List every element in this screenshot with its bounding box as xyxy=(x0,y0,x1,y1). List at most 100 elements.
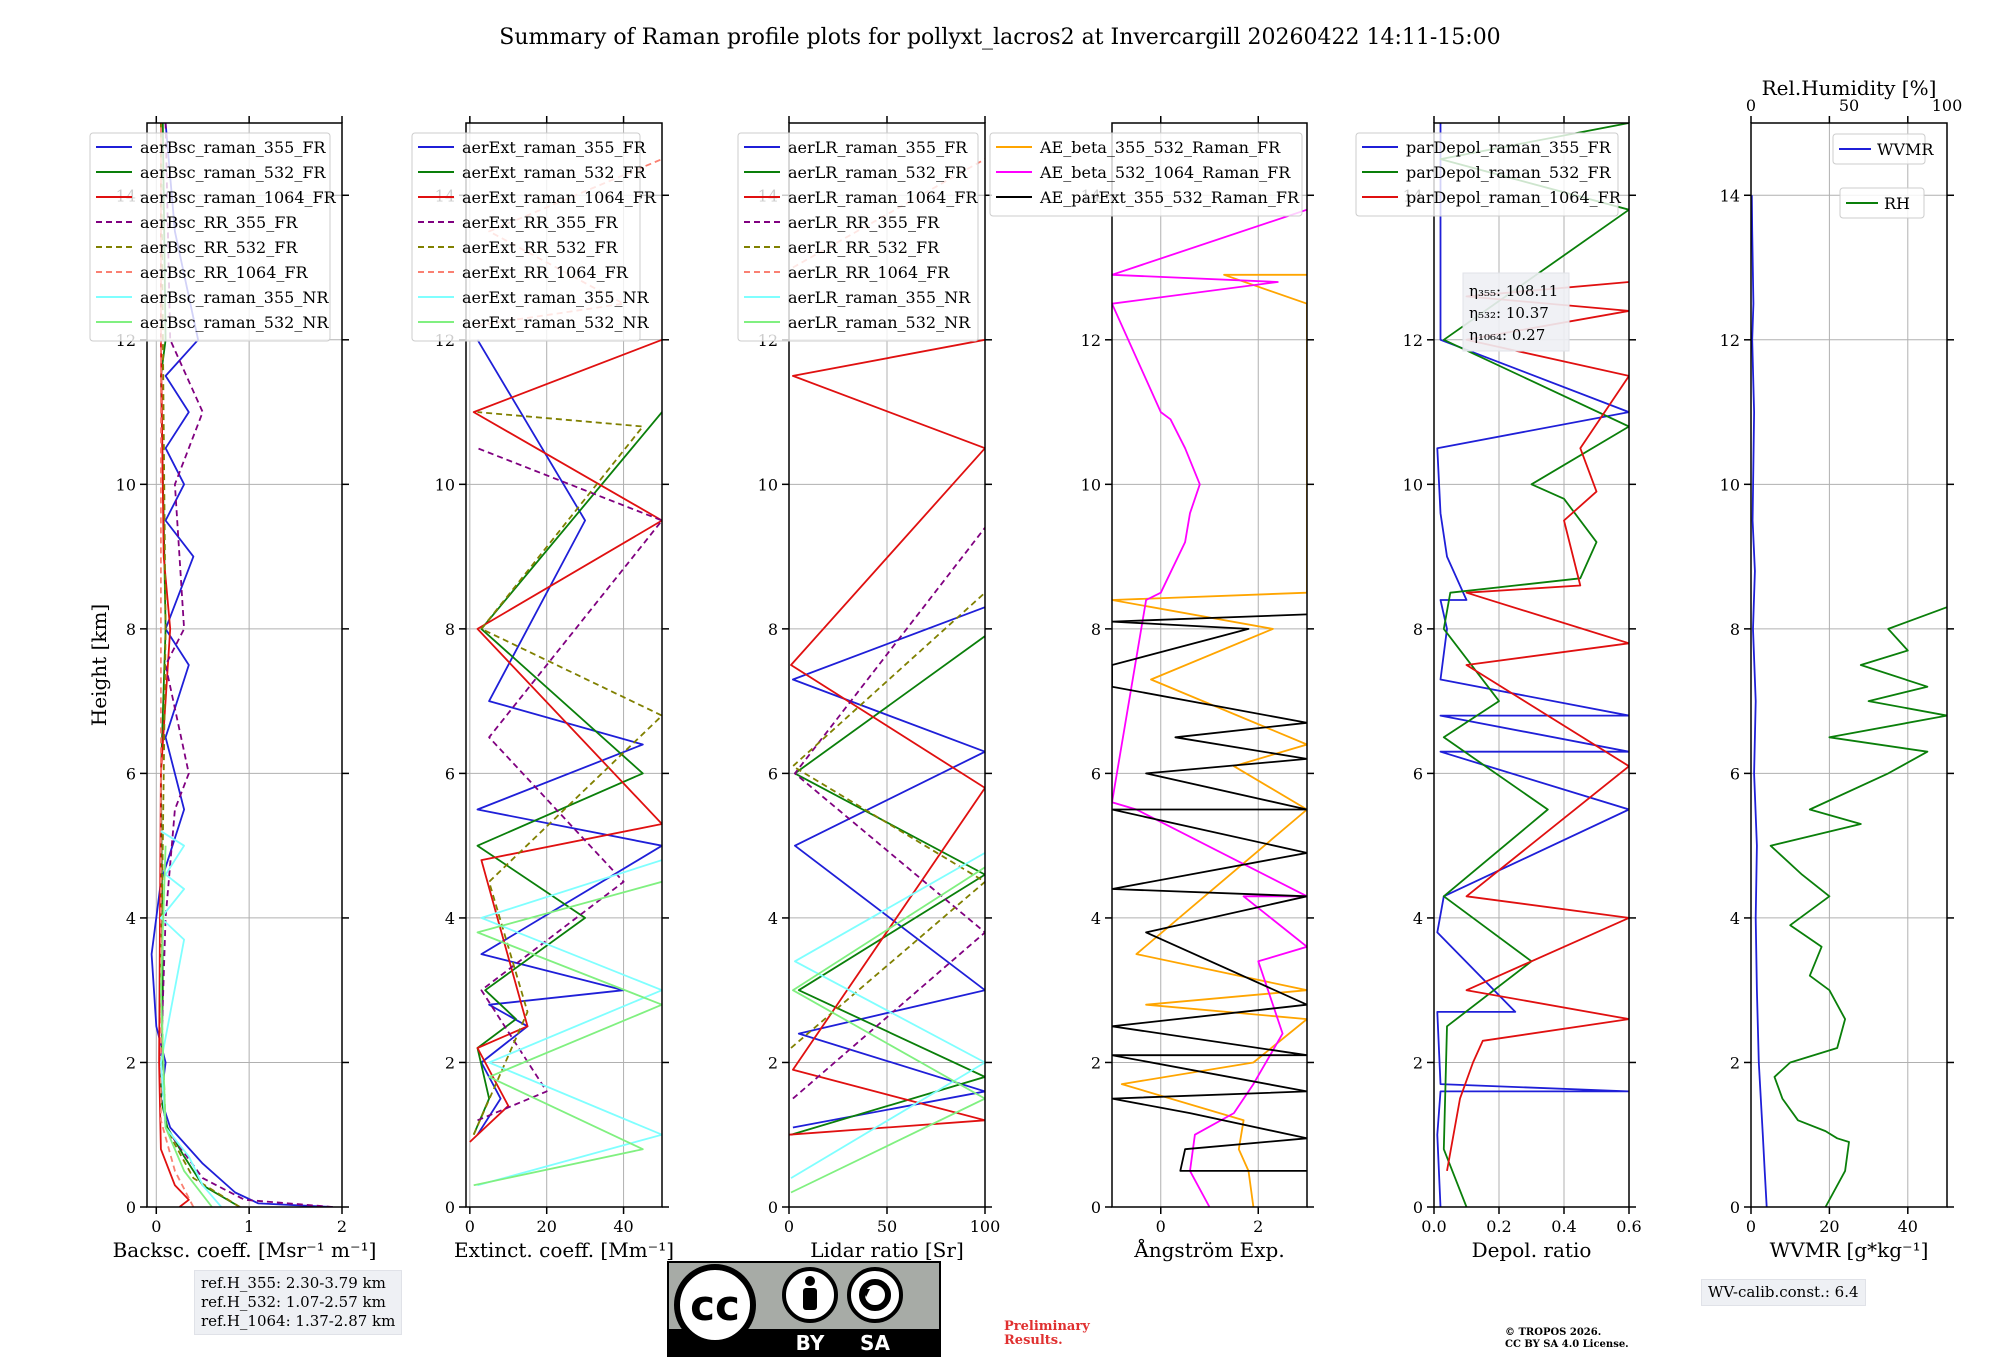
legend-backscatter: aerBsc_raman_355_FR aerBsc_raman_532_FRae… xyxy=(89,132,337,342)
y-tick-label: 6 xyxy=(445,764,455,783)
y-tick-label: 8 xyxy=(1091,620,1101,639)
x-tick-label: 2 xyxy=(1253,1217,1263,1236)
series-aerExt_raman_1064_FR xyxy=(469,338,662,1143)
y-tick-label: 8 xyxy=(445,620,455,639)
x-tick-label: 0.4 xyxy=(1551,1217,1576,1236)
legend-label: WVMR xyxy=(1877,140,1934,159)
legend-label: aerBsc_RR_1064_FR xyxy=(140,263,309,282)
x-tick-label: 40 xyxy=(1898,1217,1918,1236)
y-tick-label: 8 xyxy=(768,620,778,639)
legend-label: aerBsc_raman_355_NR xyxy=(140,288,329,307)
legend-label: AE_beta_532_1064_Raman_FR xyxy=(1039,163,1291,182)
panel-depol: 0.00.20.40.602468101214Depol. ratioparDe… xyxy=(1355,116,1642,1262)
panel-extinction: 0204002468101214Extinct. coeff. [Mm⁻¹]ae… xyxy=(411,116,674,1262)
series-aerLR_RR_532_FR xyxy=(790,592,985,1049)
legend-label: aerExt_RR_532_FR xyxy=(462,238,619,257)
figure-title: Summary of Raman profile plots for polly… xyxy=(499,25,1500,50)
y-tick-label: 8 xyxy=(126,620,136,639)
eta-value: η₅₃₂: 10.37 xyxy=(1469,304,1549,322)
legend-label: aerBsc_raman_532_FR xyxy=(140,163,326,182)
y-tick-label: 0 xyxy=(126,1198,136,1217)
axes-frame xyxy=(1111,122,1308,1208)
x-tick-label: 2 xyxy=(337,1217,347,1236)
cc-icon: cc xyxy=(690,1281,740,1330)
copyright-line-2: CC BY SA 4.0 License. xyxy=(1505,1339,1629,1350)
legend-label: aerExt_raman_532_NR xyxy=(462,313,650,332)
series-aerLR_raman_532_FR xyxy=(790,635,985,1136)
y-tick-label: 4 xyxy=(768,909,778,928)
preliminary-line-1: Preliminary xyxy=(1004,1319,1090,1334)
y-tick-label: 6 xyxy=(768,764,778,783)
axes-frame xyxy=(1750,122,1948,1208)
legend-label: aerBsc_RR_355_FR xyxy=(140,213,298,232)
top-x-tick-label: 100 xyxy=(1932,96,1963,115)
series-AE_beta_355_532_Raman_FR xyxy=(1112,273,1307,1207)
y-tick-label: 0 xyxy=(1413,1198,1423,1217)
panel-backscatter: 01202468101214Backsc. coeff. [Msr⁻¹ m⁻¹]… xyxy=(87,116,376,1262)
legend-label: aerLR_raman_355_FR xyxy=(788,138,968,157)
series-aerBsc_RR_1064_FR xyxy=(159,123,195,1207)
copyright-line-1: © TROPOS 2026. xyxy=(1505,1327,1602,1338)
legend-label: aerLR_raman_1064_FR xyxy=(788,188,978,207)
y-tick-label: 10 xyxy=(435,475,455,494)
legend-label: parDepol_raman_1064_FR xyxy=(1406,188,1622,207)
top-x-axis-label: Rel.Humidity [%] xyxy=(1762,76,1937,100)
panel-angstrom: 0202468101214Ångström Exp.AE_beta_355_53… xyxy=(989,116,1314,1262)
legend-label: AE_beta_355_532_Raman_FR xyxy=(1039,138,1281,157)
y-tick-label: 10 xyxy=(1081,475,1101,494)
legend-label: aerExt_raman_1064_FR xyxy=(462,188,657,207)
axes-frame xyxy=(146,122,343,1208)
legend-WVMR: WVMR xyxy=(1832,133,1934,165)
y-tick-label: 10 xyxy=(116,475,136,494)
series-parDepol_raman_532_FR xyxy=(1439,123,1629,1207)
license-sa-label: SA xyxy=(860,1331,890,1355)
legend-label: parDepol_raman_355_FR xyxy=(1406,138,1612,157)
series-aerBsc_raman_355_FR xyxy=(150,123,333,1207)
y-tick-label: 4 xyxy=(126,909,136,928)
x-tick-label: 50 xyxy=(877,1217,897,1236)
x-tick-label: 0 xyxy=(465,1217,475,1236)
y-tick-label: 10 xyxy=(1403,475,1423,494)
panel-wvmr: 0 20 40 0 2 4 6 8 10 12 14 WVMR [g*kg⁻¹] 0 50 100Rel.H… xyxy=(1720,76,1963,1262)
preliminary-note: Preliminary Results. xyxy=(1004,1320,1090,1348)
preliminary-line-2: Results. xyxy=(1004,1333,1063,1348)
series-aerLR_raman_355_NR xyxy=(790,852,985,1179)
series-aerBsc_raman_355_NR xyxy=(159,830,222,1207)
series-aerLR_raman_1064_FR xyxy=(789,338,985,1136)
legend-extinction: aerExt_raman_355_FR aerExt_raman_532_FRae… xyxy=(411,132,657,342)
y-tick-label: 6 xyxy=(1413,764,1423,783)
legend-label: parDepol_raman_532_FR xyxy=(1406,163,1612,182)
y-tick-label: 10 xyxy=(758,475,778,494)
top-x-tick-label: 0 xyxy=(1746,96,1756,115)
legend-label: aerExt_RR_355_FR xyxy=(462,213,619,232)
eta-value: η₃₅₅: 108.11 xyxy=(1469,282,1558,300)
x-axis-label: Lidar ratio [Sr] xyxy=(810,1238,964,1262)
legend-label: aerExt_raman_532_FR xyxy=(462,163,647,182)
legend-label: aerBsc_raman_532_NR xyxy=(140,313,329,332)
reference-height-box: ref.H_355: 2.30-3.79 km ref.H_532: 1.07-… xyxy=(194,1270,403,1335)
legend-label: aerBsc_RR_532_FR xyxy=(140,238,298,257)
legend-depol: parDepol_raman_355_FR parDepol_raman_532_… xyxy=(1355,132,1622,217)
y-tick-label: 2 xyxy=(126,1053,136,1072)
legend-label: aerExt_RR_1064_FR xyxy=(462,263,629,282)
refh-532: ref.H_532: 1.07-2.57 km xyxy=(201,1293,386,1311)
legend-label: aerBsc_raman_355_FR xyxy=(140,138,326,157)
sa-icon xyxy=(847,1267,903,1323)
x-tick-label: 1 xyxy=(244,1217,254,1236)
y-tick-label: 0 xyxy=(1091,1198,1101,1217)
legend-label: RH xyxy=(1884,194,1910,213)
y-tick-label: 2 xyxy=(768,1053,778,1072)
refh-355: ref.H_355: 2.30-3.79 km xyxy=(201,1274,386,1292)
legend-label: aerLR_raman_355_NR xyxy=(788,288,971,307)
x-tick-label: 0 xyxy=(784,1217,794,1236)
panel-lidar_ratio: 05010002468101214Lidar ratio [Sr]aerLR_r… xyxy=(737,116,1000,1262)
legend-label: aerExt_raman_355_FR xyxy=(462,138,647,157)
x-axis-label: WVMR [g*kg⁻¹] xyxy=(1770,1238,1929,1262)
x-axis-label: Extinct. coeff. [Mm⁻¹] xyxy=(454,1238,674,1262)
x-tick-label: 0.2 xyxy=(1486,1217,1511,1236)
cc-by-sa-logo: cc BY SA xyxy=(667,1261,941,1357)
series-aerBsc_raman_532_NR xyxy=(159,845,213,1207)
y-tick-label: 10 xyxy=(1720,475,1740,494)
by-icon xyxy=(782,1267,838,1323)
copyright-note: © TROPOS 2026. CC BY SA 4.0 License. xyxy=(1505,1327,1629,1351)
